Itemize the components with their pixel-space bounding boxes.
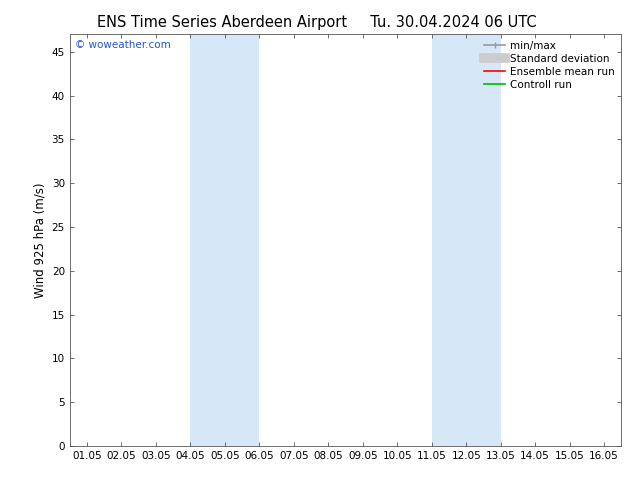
- Bar: [432, 34, 501, 446]
- Text: © woweather.com: © woweather.com: [75, 41, 171, 50]
- Y-axis label: Wind 925 hPa (m/s): Wind 925 hPa (m/s): [33, 182, 46, 298]
- Bar: [190, 34, 259, 446]
- Text: ENS Time Series Aberdeen Airport     Tu. 30.04.2024 06 UTC: ENS Time Series Aberdeen Airport Tu. 30.…: [97, 15, 537, 30]
- Legend: min/max, Standard deviation, Ensemble mean run, Controll run: min/max, Standard deviation, Ensemble me…: [480, 36, 619, 94]
